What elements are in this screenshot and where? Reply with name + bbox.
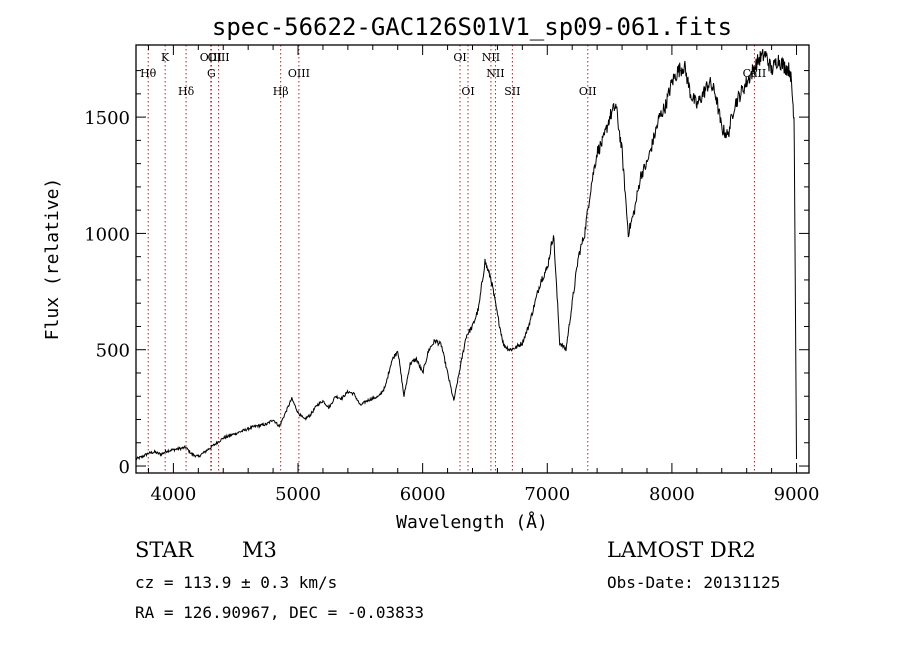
y-tick-label: 1000 — [84, 224, 130, 245]
x-tick-label: 9000 — [774, 484, 820, 505]
y-tick-label: 500 — [96, 341, 130, 362]
object-class: STAR — [135, 538, 194, 562]
line-marker-label: OIII — [200, 51, 222, 64]
x-tick-label: 7000 — [524, 484, 570, 505]
line-marker-label: Hθ — [140, 67, 157, 80]
line-marker-label: OIII — [208, 51, 230, 64]
plot-frame — [135, 44, 810, 474]
line-marker-label: OIII — [288, 67, 310, 80]
line-marker-label: OI — [461, 85, 474, 98]
line-marker-label: OII — [579, 85, 597, 98]
y-axis: 0 500 1000 1500 — [84, 70, 809, 478]
line-marker-label: NII — [482, 51, 500, 64]
line-marker-label: K — [161, 51, 170, 64]
line-marker-label: OI — [453, 51, 466, 64]
spectrum-line — [135, 48, 797, 461]
line-marker-label: SII — [504, 85, 520, 98]
x-tick-label: 4000 — [150, 484, 196, 505]
survey-name: LAMOST DR2 — [607, 538, 756, 562]
x-tick-label: 6000 — [400, 484, 446, 505]
line-marker-label: NII — [486, 67, 504, 80]
line-marker-label: Hδ — [178, 85, 195, 98]
y-axis-label: Flux (relative) — [42, 178, 63, 341]
chart-title: spec-56622-GAC126S01V1_sp09-061.fits — [212, 13, 732, 41]
x-axis: 4000 5000 6000 7000 8000 9000 — [147, 45, 820, 505]
coordinates-text: RA = 126.90967, DEC = -0.03833 — [135, 603, 424, 622]
redshift-text: cz = 113.9 ± 0.3 km/s — [135, 573, 338, 592]
object-subclass: M3 — [242, 538, 277, 562]
y-tick-label: 0 — [119, 457, 130, 478]
line-marker-label: Hβ — [273, 85, 289, 98]
x-tick-label: 8000 — [649, 484, 695, 505]
obs-date-text: Obs-Date: 20131125 — [607, 573, 781, 592]
x-tick-label: 5000 — [275, 484, 321, 505]
line-marker-label: G — [207, 67, 216, 80]
x-axis-label: Wavelength (Å) — [396, 511, 548, 533]
y-tick-label: 1500 — [84, 108, 130, 129]
